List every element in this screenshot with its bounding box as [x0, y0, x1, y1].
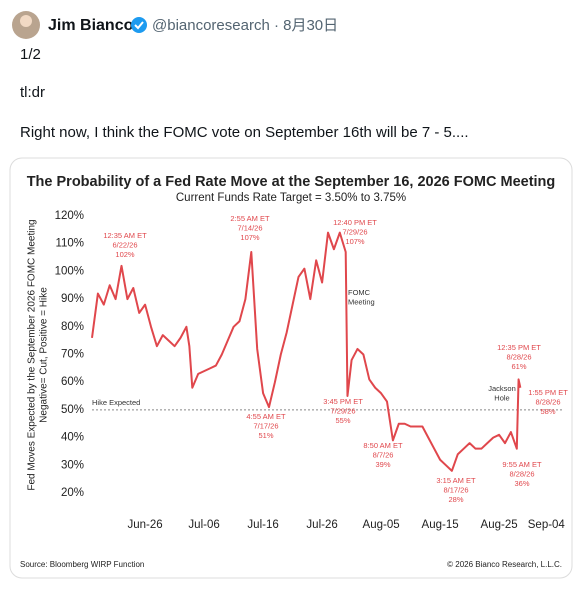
annotation: 39%: [375, 460, 390, 469]
annotation: 7/17/26: [253, 421, 278, 430]
y-tick-label: 20%: [61, 487, 84, 499]
y-tick-label: 60%: [61, 376, 84, 388]
author-name[interactable]: Jim Bianco: [48, 17, 134, 34]
handle-date[interactable]: @biancoresearch · 8月30日: [152, 17, 338, 34]
annotation: 8/28/26: [535, 397, 560, 406]
annotation: 1:55 PM ET: [528, 388, 568, 397]
y-tick-label: 100%: [55, 265, 84, 277]
y-tick-label: 40%: [61, 432, 84, 444]
x-tick-label: Aug-05: [363, 519, 400, 531]
annotation: 102%: [115, 250, 135, 259]
hike-label: Hike Expected: [92, 398, 140, 407]
y-tick-label: 110%: [55, 238, 84, 250]
annotation: 55%: [335, 416, 350, 425]
y-tick-label: 80%: [61, 321, 84, 333]
annotation: 7/29/26: [342, 227, 367, 236]
annotation: 8/28/26: [509, 469, 534, 478]
annotation: FOMC: [348, 288, 371, 297]
annotation: 7/14/26: [237, 223, 262, 232]
tweet-text: Right now, I think the FOMC vote on Sept…: [20, 124, 469, 141]
annotation: 3:15 AM ET: [436, 476, 476, 485]
data-line: [91, 231, 522, 472]
annotation: 51%: [258, 431, 273, 440]
annotation: 4:55 AM ET: [246, 412, 286, 421]
annotation: 8/17/26: [443, 485, 468, 494]
annotation: 2:55 AM ET: [230, 214, 270, 223]
annotation: 28%: [448, 495, 463, 504]
x-tick-label: Jun-26: [128, 519, 163, 531]
annotation: 107%: [240, 233, 260, 242]
y-tick-label: 50%: [61, 404, 84, 416]
annotation: 8/7/26: [373, 450, 394, 459]
tweet-text: tl:dr: [20, 84, 45, 101]
y-axis-title: Fed Moves Expected by the September 2026…: [27, 219, 38, 490]
annotation: 12:40 PM ET: [333, 218, 377, 227]
y-axis-title: Negative= Cut, Positive = Hike: [39, 287, 50, 423]
badge-check: [134, 21, 144, 30]
annotation: Hole: [494, 393, 509, 402]
annotation: 58%: [540, 407, 555, 416]
y-tick-label: 30%: [61, 459, 84, 471]
annotation: 9:55 AM ET: [502, 460, 542, 469]
x-tick-label: Jul-26: [306, 519, 337, 531]
annotation: 61%: [511, 362, 526, 371]
y-tick-label: 90%: [61, 293, 84, 305]
annotation: 107%: [345, 237, 365, 246]
verified-badge: [131, 17, 147, 33]
x-tick-label: Jul-16: [247, 519, 278, 531]
annotation: 36%: [514, 479, 529, 488]
annotation: Meeting: [348, 297, 375, 306]
annotation: 12:35 AM ET: [103, 231, 147, 240]
x-tick-label: Sep-04: [528, 519, 566, 531]
x-tick-label: Aug-25: [481, 519, 518, 531]
image-card[interactable]: [9, 157, 573, 579]
y-tick-label: 120%: [55, 210, 84, 222]
source: Source: Bloomberg WIRP Function: [20, 560, 144, 569]
avatar-face: [20, 15, 32, 27]
annotation: 8:50 AM ET: [363, 441, 403, 450]
annotation: 7/29/26: [330, 406, 355, 415]
chart-title: The Probability of a Fed Rate Move at th…: [27, 174, 556, 190]
chart-subtitle: Current Funds Rate Target = 3.50% to 3.7…: [176, 192, 406, 204]
x-tick-label: Jul-06: [188, 519, 219, 531]
y-tick-label: 70%: [61, 349, 84, 361]
annotation: 3:45 PM ET: [323, 397, 363, 406]
copyright: © 2026 Bianco Research, L.L.C.: [447, 560, 562, 569]
annotation: 8/28/26: [506, 352, 531, 361]
tweet-text: 1/2: [20, 46, 41, 63]
x-tick-label: Aug-15: [422, 519, 459, 531]
annotation: 12:35 PM ET: [497, 343, 541, 352]
annotation: 6/22/26: [112, 240, 137, 249]
annotation: Jackson: [488, 384, 516, 393]
